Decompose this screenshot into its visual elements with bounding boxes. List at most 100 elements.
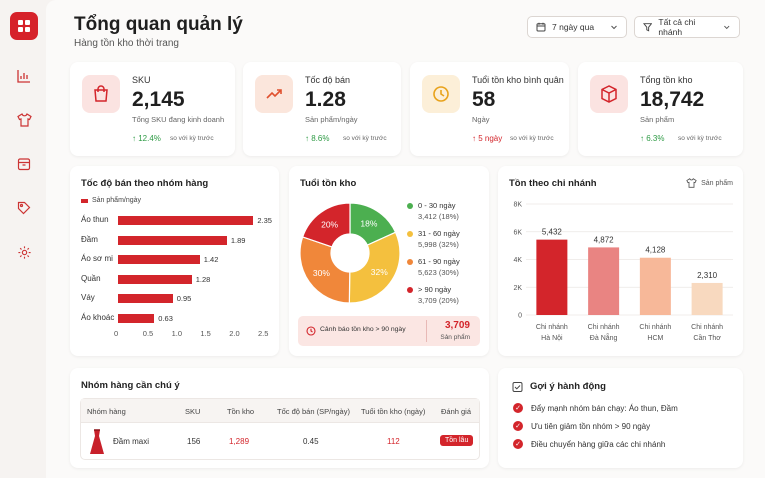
legend-detail: 3,412 (18%): [418, 212, 459, 221]
bar: [118, 255, 200, 264]
legend-dot: [407, 287, 413, 294]
stock-warning-box: Cảnh báo tồn kho > 90 ngày 3,709 Sản phẩ…: [298, 316, 480, 346]
warning-divider: [426, 320, 427, 342]
check-circle-icon: ✓: [513, 403, 523, 413]
branch-stock-card: Tồn theo chi nhánh Sản phẩm 0 2K 4K 6K 8K 5,4…: [498, 166, 743, 356]
dashboard-nav-icon[interactable]: [10, 12, 38, 40]
legend-detail: 3,709 (20%): [418, 296, 459, 305]
branch-dropdown-value: Tất cả chi nhánh: [658, 17, 696, 37]
maxi-dress-thumbnail: [90, 429, 104, 454]
col-header-group: Nhóm hàng: [87, 407, 126, 416]
calendar-icon: [536, 22, 546, 32]
branch-legend-label: Sản phẩm: [701, 179, 733, 187]
settings-nav-icon[interactable]: [14, 242, 34, 262]
x-tick-label: 1.0: [171, 329, 183, 338]
tag-nav-icon[interactable]: [14, 198, 34, 218]
bar-category-label: Quần: [81, 273, 101, 283]
action-item[interactable]: ✓ Điều chuyển hàng giữa các chi nhánh: [513, 439, 665, 449]
kpi-label: Tổng tồn kho: [640, 75, 693, 85]
action-item-label: Ưu tiên giảm tồn nhóm > 90 ngày: [531, 421, 651, 431]
bar: [691, 282, 723, 315]
period-dropdown-value: 7 ngày qua: [552, 22, 595, 32]
bar-category-label: Áo thun: [81, 215, 109, 224]
bar-chart-nav-icon[interactable]: [14, 66, 34, 86]
legend-dot: [407, 259, 413, 266]
bar-value-label: 5,432: [542, 228, 563, 237]
y-tick-label: 6K: [513, 229, 522, 236]
bar: [118, 294, 173, 303]
row-group-name: Đầm maxi: [113, 437, 150, 446]
kpi-card-sku: SKU 2,145 Tổng SKU đang kinh doanh ↑ 12.…: [70, 62, 235, 156]
clock-icon: [422, 75, 460, 113]
action-item[interactable]: ✓ Đẩy mạnh nhóm bán chạy: Áo thun, Đầm: [513, 403, 678, 413]
col-header-stock: Tồn kho: [227, 407, 255, 416]
table-row[interactable]: Đầm maxi 156 1,289 0.45 112 Tồn lâu: [81, 424, 479, 460]
branch-stock-title: Tồn theo chi nhánh: [509, 178, 597, 189]
bar-value-label: 4,872: [594, 235, 615, 244]
age-legend-item: 31 - 60 ngày: [407, 229, 460, 238]
kpi-value: 1.28: [305, 88, 346, 111]
watch-groups-card: Nhóm hàng cần chú ý Nhóm hàng SKU Tồn kh…: [70, 368, 489, 468]
age-legend-item: 61 - 90 ngày: [407, 257, 460, 266]
x-category-label: Chi nhánh: [536, 324, 568, 331]
clipboard-check-icon: [512, 382, 523, 392]
kpi-compare: so với kỳ trước: [170, 135, 214, 142]
x-category-label: Chi nhánh: [639, 324, 671, 331]
box-nav-icon[interactable]: [14, 154, 34, 174]
legend-range: 31 - 60 ngày: [418, 229, 460, 238]
col-header-sku: SKU: [185, 407, 201, 416]
bar: [639, 257, 671, 315]
branch-dropdown[interactable]: Tất cả chi nhánh: [634, 16, 740, 38]
sales-speed-title: Tốc độ bán theo nhóm hàng: [81, 178, 209, 189]
age-legend-item: 0 - 30 ngày: [407, 201, 456, 210]
legend-swatch: [81, 198, 88, 203]
trend-up-icon: [255, 75, 293, 113]
pie-percent-label: 18%: [360, 219, 377, 229]
y-tick-label: 8K: [513, 202, 522, 209]
bar-value-label: 0.63: [158, 313, 173, 323]
bar-value-label: 1.42: [203, 255, 219, 264]
stock-warning-value: 3,709: [444, 320, 470, 331]
bar-value-label: 1.28: [195, 274, 211, 284]
shirt-nav-icon[interactable]: [14, 110, 34, 130]
bar-value-label: 1.89: [230, 235, 246, 245]
bar-value-label: 4,128: [645, 246, 666, 255]
kpi-label: Tuổi tồn kho bình quân: [472, 75, 564, 85]
legend-detail: 5,998 (32%): [418, 240, 459, 249]
chevron-down-icon: [611, 25, 617, 30]
pie-percent-label: 32%: [371, 267, 388, 277]
check-circle-icon: ✓: [513, 439, 523, 449]
inventory-age-title: Tuổi tồn kho: [300, 178, 357, 189]
clock-warning-icon: [306, 326, 316, 336]
bar-category-label: Váy: [81, 293, 95, 302]
bar-category-label: Áo khoác: [81, 312, 115, 322]
bar: [118, 235, 227, 245]
kpi-delta: ↑ 12.4%: [132, 134, 161, 143]
stock-warning-unit: Sản phẩm: [440, 334, 470, 341]
action-item[interactable]: ✓ Ưu tiên giảm tồn nhóm > 90 ngày: [513, 421, 650, 431]
action-item-label: Đẩy mạnh nhóm bán chạy: Áo thun, Đầm: [531, 403, 678, 413]
age-legend-item: > 90 ngày: [407, 285, 451, 294]
inventory-age-pie: 18% 32% 30% 20%: [299, 202, 401, 304]
kpi-card-total-stock: Tổng tồn kho 18,742 Sản phẩm ↑ 6.3% so v…: [578, 62, 743, 156]
page-subtitle: Hàng tồn kho thời trang: [74, 38, 179, 49]
bar: [118, 274, 192, 284]
legend-range: 0 - 30 ngày: [418, 201, 456, 210]
kpi-delta: ↑ 6.3%: [640, 134, 665, 143]
row-age: 112: [387, 437, 400, 446]
table-header: [81, 399, 479, 423]
period-dropdown[interactable]: 7 ngày qua: [527, 16, 627, 38]
legend-dot: [407, 231, 413, 238]
watch-groups-title: Nhóm hàng cần chú ý: [81, 380, 180, 391]
shopping-bag-icon: [82, 75, 120, 113]
kpi-desc: Ngày: [472, 115, 490, 124]
pie-slice: [301, 202, 351, 248]
actions-card: Gợi ý hành động ✓ Đẩy mạnh nhóm bán chạy…: [498, 368, 743, 468]
bar: [118, 216, 254, 225]
branch-stock-legend: Sản phẩm: [686, 178, 733, 188]
x-category-label: Chi nhánh: [588, 324, 620, 331]
shirt-icon: [686, 178, 697, 188]
bar-value-label: 0.95: [176, 294, 192, 303]
y-tick-label: 0: [518, 313, 522, 320]
